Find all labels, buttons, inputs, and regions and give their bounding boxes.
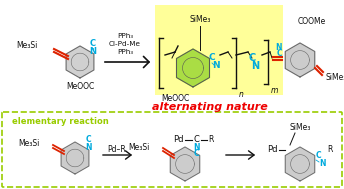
Text: MeOOC: MeOOC: [161, 94, 189, 103]
Polygon shape: [285, 147, 315, 181]
Text: SiMe₃: SiMe₃: [289, 122, 311, 132]
Text: R: R: [327, 146, 333, 154]
Polygon shape: [61, 142, 89, 174]
Text: Pd–R: Pd–R: [108, 145, 126, 153]
Text: N: N: [251, 61, 259, 71]
Text: m: m: [271, 86, 278, 95]
Text: C: C: [315, 150, 321, 160]
Text: Me₃Si: Me₃Si: [19, 139, 40, 147]
Text: Me₃Si: Me₃Si: [129, 143, 150, 152]
Text: SiMe₃: SiMe₃: [189, 15, 211, 25]
Text: alternating nature: alternating nature: [152, 102, 268, 112]
Text: MeOOC: MeOOC: [66, 82, 94, 91]
Text: Pd: Pd: [173, 136, 183, 145]
Text: R: R: [208, 136, 214, 145]
Polygon shape: [285, 43, 315, 77]
Text: C: C: [193, 149, 199, 159]
FancyBboxPatch shape: [2, 112, 342, 187]
Bar: [155, 5, 283, 95]
Polygon shape: [176, 49, 209, 87]
Text: N: N: [85, 143, 91, 152]
Text: elementary reaction: elementary reaction: [12, 118, 109, 126]
Polygon shape: [170, 147, 200, 181]
Text: N: N: [212, 61, 220, 70]
Text: C: C: [209, 53, 215, 63]
Text: C: C: [193, 136, 199, 145]
Text: C: C: [248, 53, 256, 63]
Text: N: N: [89, 47, 97, 57]
Text: C: C: [85, 136, 91, 145]
Text: n: n: [239, 90, 244, 99]
Text: N: N: [193, 143, 199, 153]
Text: N: N: [276, 43, 282, 51]
Text: PPh₃: PPh₃: [117, 49, 133, 55]
Text: Me₃Si: Me₃Si: [17, 42, 38, 50]
Text: PPh₃: PPh₃: [117, 33, 133, 39]
Text: N: N: [319, 159, 325, 167]
Text: COOMe: COOMe: [298, 18, 326, 26]
Text: C: C: [276, 49, 282, 57]
Text: Pd: Pd: [267, 146, 277, 154]
Text: C: C: [90, 40, 96, 49]
Text: SiMe₃: SiMe₃: [325, 74, 344, 83]
Polygon shape: [66, 46, 94, 78]
Text: Cl-Pd-Me: Cl-Pd-Me: [109, 41, 141, 47]
